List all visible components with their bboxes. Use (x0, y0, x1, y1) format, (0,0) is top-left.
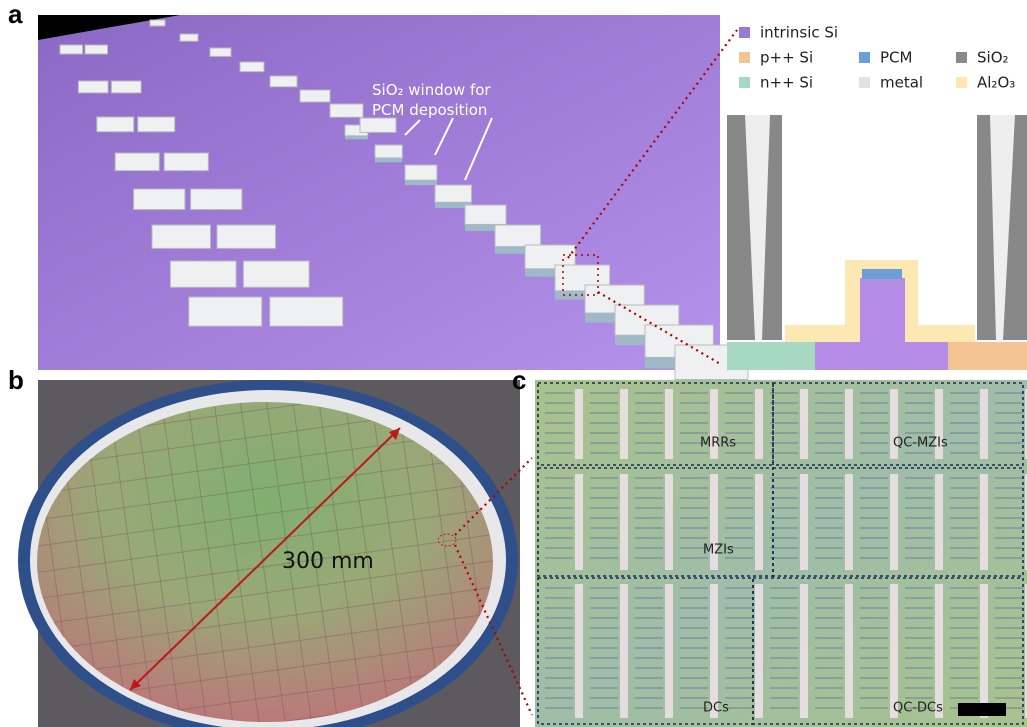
panel-b-photo (18, 380, 520, 727)
legend-swatch (859, 52, 870, 63)
legend-label: SiO₂ (977, 49, 1009, 67)
pcm-cell (375, 145, 402, 158)
pcm-cell-side (375, 158, 402, 162)
pad (980, 584, 988, 718)
pad (890, 584, 898, 718)
pad (665, 584, 673, 718)
pad (800, 389, 808, 459)
legend-label: intrinsic Si (760, 24, 838, 42)
pad (665, 389, 673, 459)
pcm-cell (270, 76, 297, 87)
pcm-cell (152, 225, 211, 248)
panel-c-micrograph (535, 380, 1027, 727)
pcm-cell (217, 225, 276, 248)
pad (710, 584, 718, 718)
pcm-cell (435, 185, 471, 202)
pcm-cell (495, 225, 541, 247)
region-label: QC-MZIs (893, 436, 948, 451)
legend: intrinsic Si p++ Si PCM SiO₂ n++ Si meta… (739, 24, 1015, 92)
pad (620, 474, 628, 570)
legend-label: Al₂O₃ (977, 74, 1015, 92)
panel-a-render (38, 15, 748, 391)
pcm-cell (210, 48, 231, 56)
pad (620, 584, 628, 718)
legend-swatch (956, 77, 967, 88)
pad (620, 389, 628, 459)
pad (845, 474, 853, 570)
annotation-line: PCM deposition (372, 101, 487, 119)
dimension-label: 300 mm (282, 549, 374, 574)
legend-swatch (739, 52, 750, 63)
pcm-cell-side (345, 136, 368, 140)
panel-label: c (512, 365, 526, 395)
pcm-cell (170, 261, 236, 287)
pcm-cell (150, 20, 165, 26)
legend-swatch (739, 27, 750, 38)
pcm-cell (85, 45, 108, 54)
pcm-cell (138, 117, 175, 132)
legend-label: PCM (880, 49, 912, 67)
pcm-cell-side (405, 180, 437, 185)
pcm-cell (465, 205, 506, 224)
pcm-cell (189, 297, 262, 326)
pad (845, 389, 853, 459)
pcm-cell (300, 90, 330, 102)
legend-swatch (739, 77, 750, 88)
pcm-cell (164, 153, 208, 171)
pad (935, 584, 943, 718)
region-label: DCs (703, 701, 729, 716)
pad (575, 584, 583, 718)
pcm-cell (111, 81, 141, 93)
pad (575, 389, 583, 459)
pad (755, 474, 763, 570)
pad (890, 474, 898, 570)
pcm-cell (243, 261, 309, 287)
pcm-cell (405, 165, 437, 180)
legend-label: n++ Si (760, 74, 813, 92)
pad (665, 474, 673, 570)
legend-swatch (859, 77, 870, 88)
annotation-line: SiO₂ window for (372, 81, 491, 99)
pcm-cell (134, 189, 185, 210)
panel-label: a (8, 0, 23, 29)
pad (575, 474, 583, 570)
pcm-cell (270, 297, 343, 326)
region-label: MZIs (703, 543, 734, 558)
pcm-cell (97, 117, 134, 132)
pad (980, 389, 988, 459)
scale-bar (958, 703, 1006, 716)
pad (755, 389, 763, 459)
pad (980, 474, 988, 570)
region-label: MRRs (700, 436, 736, 451)
panel-label: b (8, 365, 24, 395)
legend-swatch (956, 52, 967, 63)
legend-label: metal (880, 74, 923, 92)
figure: a SiO₂ window for PCM deposition intrins… (0, 0, 1027, 727)
pad (935, 474, 943, 570)
cross-section (727, 115, 1027, 370)
pad (845, 584, 853, 718)
pcm-cell (115, 153, 159, 171)
pcm-cell (78, 81, 108, 93)
region-label: QC-DCs (893, 701, 943, 716)
legend-label: p++ Si (760, 49, 813, 67)
pcm-cell (360, 118, 396, 132)
pad (755, 584, 763, 718)
pad (800, 474, 808, 570)
pcm-cell (180, 34, 198, 41)
pcm-cell (330, 104, 363, 117)
pad (800, 584, 808, 718)
pcm-cell (191, 189, 242, 210)
pcm-cell (240, 62, 264, 72)
pcm-cell (60, 45, 83, 54)
